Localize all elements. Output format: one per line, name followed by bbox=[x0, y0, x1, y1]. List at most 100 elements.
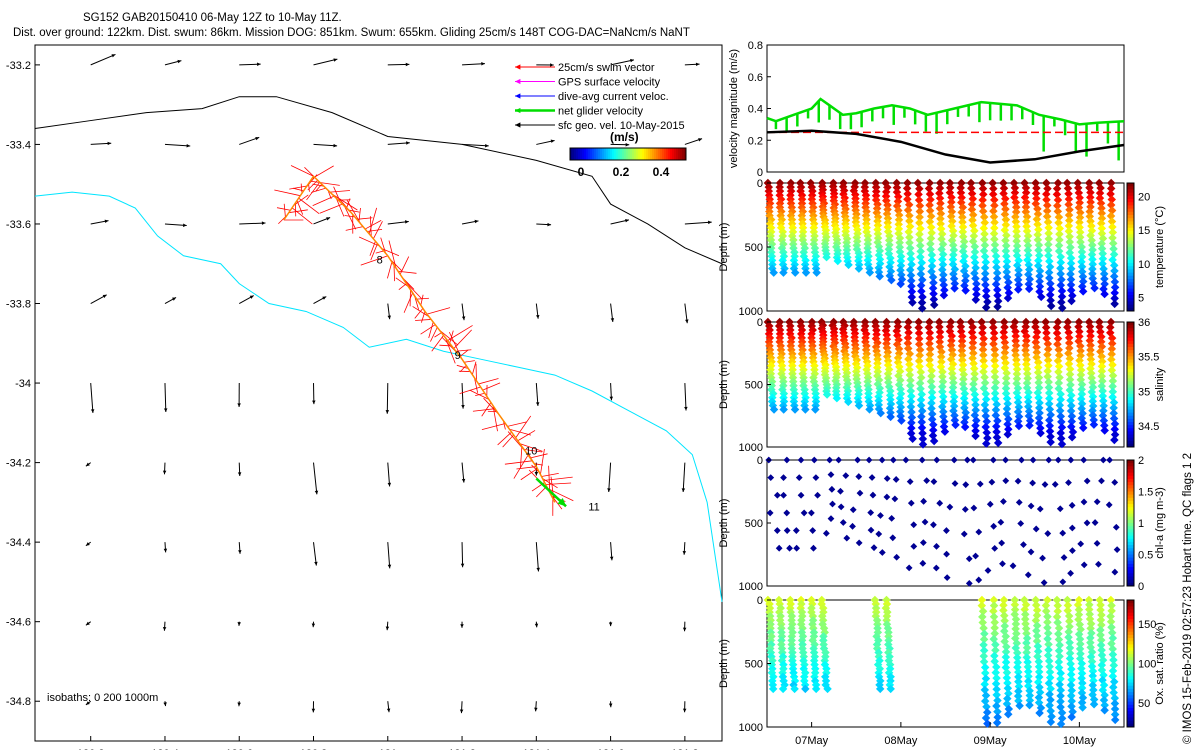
salinity-colorbar-cell bbox=[1127, 368, 1134, 373]
swim-vector bbox=[548, 465, 551, 493]
oxygen-datapoint bbox=[1110, 710, 1120, 719]
sfc-vector-head bbox=[163, 548, 168, 553]
chl-a-datapoint bbox=[837, 503, 845, 511]
chl-a-colorbar-cell bbox=[1127, 554, 1134, 559]
oxygen-colorbar-cell bbox=[1127, 666, 1134, 671]
sfc-vector-head bbox=[708, 220, 712, 225]
salinity-datapoint bbox=[897, 416, 906, 425]
map-ytick-label: -33.8 bbox=[6, 299, 31, 311]
salinity-datapoint bbox=[916, 401, 926, 410]
salinity-colorbar-cell bbox=[1127, 365, 1134, 370]
oxygen-datapoint bbox=[1084, 595, 1094, 605]
salinity-datapoint bbox=[957, 346, 967, 355]
salinity-colorbar-cell bbox=[1127, 400, 1134, 404]
temperature-datapoint bbox=[928, 272, 938, 282]
salinity-datapoint bbox=[957, 332, 967, 341]
oxygen-datapoint bbox=[992, 690, 1001, 700]
colorbar-cell bbox=[644, 148, 647, 160]
salinity-datapoint bbox=[1052, 328, 1062, 338]
salinity-datapoint bbox=[903, 333, 913, 343]
salinity-datapoint bbox=[1054, 345, 1063, 354]
oxygen-datapoint bbox=[1021, 624, 1031, 633]
sfc-vector-head bbox=[385, 626, 390, 631]
map-panel: 130.2 130.4 130.6 130.8 131 131.2 131.4 131.6 13… bbox=[6, 44, 723, 750]
salinity-datapoint bbox=[1085, 322, 1095, 331]
salinity-datapoint bbox=[1055, 373, 1064, 382]
chl-a-colorbar-cell bbox=[1127, 466, 1134, 470]
temperature-datapoint bbox=[1013, 285, 1023, 294]
swim-vector bbox=[276, 207, 291, 211]
salinity-datapoint bbox=[1107, 349, 1116, 359]
sfc-vector bbox=[313, 462, 318, 495]
temperature-datapoint bbox=[970, 268, 979, 278]
colorbar-cell bbox=[670, 148, 673, 160]
colorbar-cell bbox=[590, 148, 593, 160]
oxygen-datapoint bbox=[1110, 704, 1120, 714]
oxygen-datapoint bbox=[811, 684, 821, 694]
salinity-datapoint bbox=[980, 373, 989, 382]
chl-a-datapoint bbox=[923, 477, 931, 485]
salinity-datapoint bbox=[969, 364, 979, 373]
oxygen-datapoint bbox=[1023, 657, 1032, 667]
temperature-datapoint bbox=[1056, 263, 1065, 273]
salinity-datapoint bbox=[1054, 362, 1064, 371]
track-line bbox=[283, 175, 556, 503]
salinity-datapoint bbox=[1041, 323, 1051, 332]
chl-a-colorbar-cell bbox=[1127, 504, 1134, 508]
temperature-datapoint bbox=[917, 287, 926, 296]
temperature-datapoint bbox=[906, 271, 916, 280]
swim-vector bbox=[513, 454, 529, 479]
salinity-datapoint bbox=[1109, 398, 1119, 407]
oxygen-datapoint bbox=[1106, 612, 1115, 621]
oxygen-ytick-label: 500 bbox=[745, 659, 763, 671]
swim-vector bbox=[312, 183, 324, 187]
temperature-datapoint bbox=[1046, 279, 1055, 288]
salinity-datapoint bbox=[1108, 382, 1117, 391]
salinity-datapoint bbox=[981, 389, 991, 399]
salinity-datapoint bbox=[927, 382, 937, 392]
salinity-datapoint bbox=[915, 340, 924, 349]
chl-a-datapoint bbox=[986, 500, 994, 508]
oxygen-datapoint bbox=[1077, 698, 1087, 707]
salinity-datapoint bbox=[917, 417, 926, 427]
temperature-datapoint bbox=[1057, 303, 1067, 313]
salinity-datapoint bbox=[1045, 421, 1055, 430]
temperature-datapoint bbox=[1002, 267, 1011, 277]
sfc-vector bbox=[387, 542, 391, 569]
oxygen-colorbar-cell bbox=[1127, 603, 1134, 607]
colorbar-cell bbox=[580, 148, 583, 160]
map-xtick-label: 130.2 bbox=[77, 748, 105, 750]
temperature-colorbar-cell bbox=[1127, 291, 1134, 296]
salinity-datapoint bbox=[908, 434, 917, 443]
temperature-datapoint bbox=[992, 274, 1002, 283]
colorbar-cell bbox=[626, 148, 629, 160]
swim-vector bbox=[344, 205, 357, 230]
temperature-colorbar-cell bbox=[1127, 192, 1134, 197]
salinity-datapoint bbox=[905, 360, 914, 369]
temperature-colorbar-cell bbox=[1127, 275, 1134, 280]
temperature-datapoint bbox=[993, 291, 1002, 300]
salinity-colorbar-cell bbox=[1127, 422, 1134, 426]
chl-a-datapoint bbox=[837, 487, 844, 495]
salinity-datapoint bbox=[949, 378, 958, 388]
salinity-datapoint bbox=[1077, 399, 1087, 409]
temperature-colorbar-cell bbox=[1127, 256, 1134, 261]
salinity-datapoint bbox=[927, 398, 936, 408]
salinity-datapoint bbox=[916, 373, 926, 382]
colorbar-cell bbox=[596, 148, 599, 160]
oxygen-datapoint bbox=[1052, 595, 1062, 605]
salinity-datapoint bbox=[961, 408, 970, 417]
salinity-datapoint bbox=[1001, 343, 1010, 352]
salinity-datapoint bbox=[939, 407, 948, 416]
salinity-datapoint bbox=[1078, 418, 1088, 428]
oxygen-datapoint bbox=[1046, 695, 1055, 705]
chl-a-colorbar-cell bbox=[1127, 535, 1134, 540]
salinity-datapoint bbox=[951, 420, 960, 430]
temperature-datapoint bbox=[929, 300, 939, 310]
oxygen-datapoint bbox=[1085, 609, 1094, 619]
chl-a-colorbar-cell bbox=[1127, 563, 1134, 568]
oxygen-colorbar-cell bbox=[1127, 600, 1134, 604]
temperature-colorbar-cell bbox=[1127, 231, 1134, 235]
oxygen-datapoint bbox=[1043, 612, 1052, 621]
salinity-datapoint bbox=[1012, 369, 1022, 379]
